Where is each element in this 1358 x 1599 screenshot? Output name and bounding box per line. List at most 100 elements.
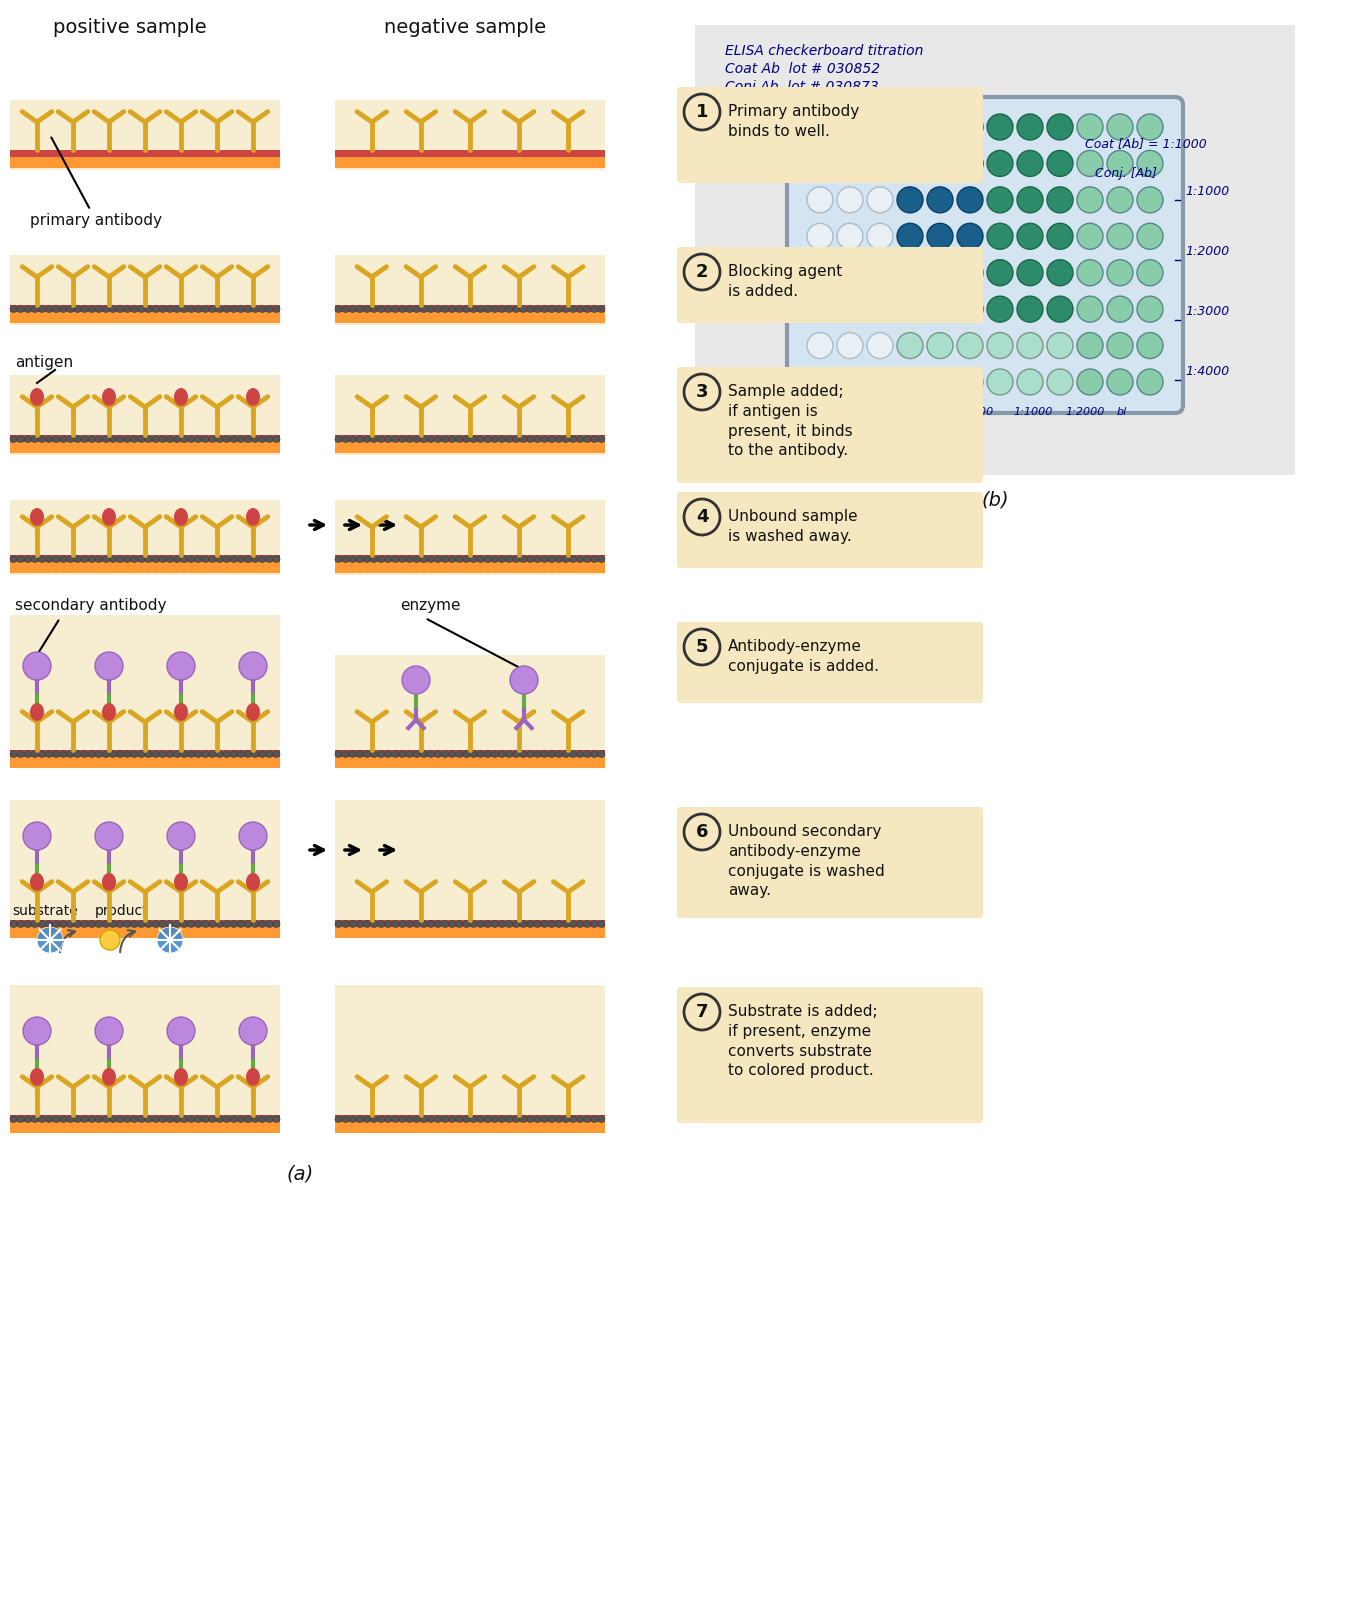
Bar	[335, 758, 606, 768]
Bar	[335, 927, 606, 939]
Circle shape	[145, 435, 152, 443]
Circle shape	[378, 435, 384, 443]
Circle shape	[130, 1116, 139, 1122]
Circle shape	[435, 921, 441, 927]
Circle shape	[807, 369, 832, 395]
Circle shape	[238, 305, 244, 312]
Circle shape	[139, 555, 145, 563]
Circle shape	[477, 750, 485, 758]
Circle shape	[53, 305, 60, 312]
Circle shape	[209, 555, 216, 563]
Text: bl: bl	[1118, 408, 1127, 417]
Circle shape	[527, 435, 534, 443]
Circle shape	[898, 224, 923, 249]
Circle shape	[413, 750, 421, 758]
Bar	[10, 443, 280, 453]
Circle shape	[152, 305, 159, 312]
Circle shape	[406, 1116, 413, 1122]
Circle shape	[684, 254, 720, 289]
Circle shape	[1047, 369, 1073, 395]
Ellipse shape	[102, 873, 115, 891]
Circle shape	[251, 305, 259, 312]
Circle shape	[428, 555, 435, 563]
Circle shape	[898, 187, 923, 213]
Circle shape	[273, 1116, 280, 1122]
Circle shape	[38, 435, 46, 443]
FancyBboxPatch shape	[678, 86, 983, 182]
Circle shape	[23, 1017, 52, 1046]
Circle shape	[24, 305, 31, 312]
Circle shape	[117, 555, 124, 563]
Circle shape	[364, 750, 371, 758]
Circle shape	[273, 921, 280, 927]
Circle shape	[520, 921, 527, 927]
Text: Conj. [Ab]: Conj. [Ab]	[1095, 166, 1157, 181]
Circle shape	[258, 750, 266, 758]
Circle shape	[378, 555, 384, 563]
Circle shape	[957, 296, 983, 321]
Circle shape	[435, 555, 441, 563]
Bar	[335, 800, 606, 931]
Ellipse shape	[30, 508, 43, 526]
Text: Substrate is added;
if present, enzyme
converts substrate
to colored product.: Substrate is added; if present, enzyme c…	[728, 1004, 877, 1078]
Circle shape	[957, 224, 983, 249]
Circle shape	[441, 1116, 448, 1122]
Circle shape	[117, 435, 124, 443]
Circle shape	[520, 555, 527, 563]
Bar	[335, 1122, 606, 1134]
Text: substrate: substrate	[12, 903, 77, 918]
Circle shape	[413, 435, 421, 443]
Circle shape	[898, 259, 923, 286]
Circle shape	[866, 296, 894, 321]
Circle shape	[1017, 369, 1043, 395]
Circle shape	[60, 921, 67, 927]
Circle shape	[181, 555, 187, 563]
Circle shape	[258, 305, 266, 312]
Bar	[335, 1115, 606, 1122]
Circle shape	[837, 259, 862, 286]
Circle shape	[562, 305, 569, 312]
Circle shape	[371, 750, 378, 758]
Text: antigen: antigen	[15, 355, 73, 369]
Circle shape	[505, 1116, 513, 1122]
Circle shape	[174, 305, 181, 312]
Circle shape	[95, 435, 102, 443]
Circle shape	[399, 1116, 406, 1122]
Text: 1:3000: 1:3000	[1186, 305, 1229, 318]
Circle shape	[174, 1116, 181, 1122]
Circle shape	[463, 435, 470, 443]
Circle shape	[378, 305, 384, 312]
Text: (a): (a)	[287, 1166, 314, 1183]
Circle shape	[349, 921, 356, 927]
Circle shape	[1017, 333, 1043, 358]
Circle shape	[342, 555, 349, 563]
Circle shape	[837, 150, 862, 176]
Circle shape	[957, 259, 983, 286]
Circle shape	[456, 305, 463, 312]
Circle shape	[534, 555, 540, 563]
Circle shape	[152, 1116, 159, 1122]
Circle shape	[371, 305, 378, 312]
Circle shape	[45, 1116, 53, 1122]
FancyBboxPatch shape	[678, 246, 983, 323]
Circle shape	[1077, 296, 1103, 321]
Circle shape	[577, 305, 584, 312]
Circle shape	[591, 555, 598, 563]
Ellipse shape	[174, 508, 187, 526]
Circle shape	[31, 1116, 38, 1122]
Circle shape	[60, 1116, 67, 1122]
Circle shape	[223, 1116, 231, 1122]
Circle shape	[555, 1116, 562, 1122]
Circle shape	[244, 555, 251, 563]
Circle shape	[356, 305, 364, 312]
Text: Unbound secondary
antibody-enzyme
conjugate is washed
away.: Unbound secondary antibody-enzyme conjug…	[728, 823, 885, 899]
Ellipse shape	[102, 1068, 115, 1086]
Circle shape	[159, 1116, 167, 1122]
Circle shape	[266, 555, 273, 563]
Circle shape	[928, 259, 953, 286]
Circle shape	[45, 435, 53, 443]
Circle shape	[420, 921, 428, 927]
Bar	[335, 985, 606, 1126]
Circle shape	[569, 921, 577, 927]
Circle shape	[527, 921, 534, 927]
